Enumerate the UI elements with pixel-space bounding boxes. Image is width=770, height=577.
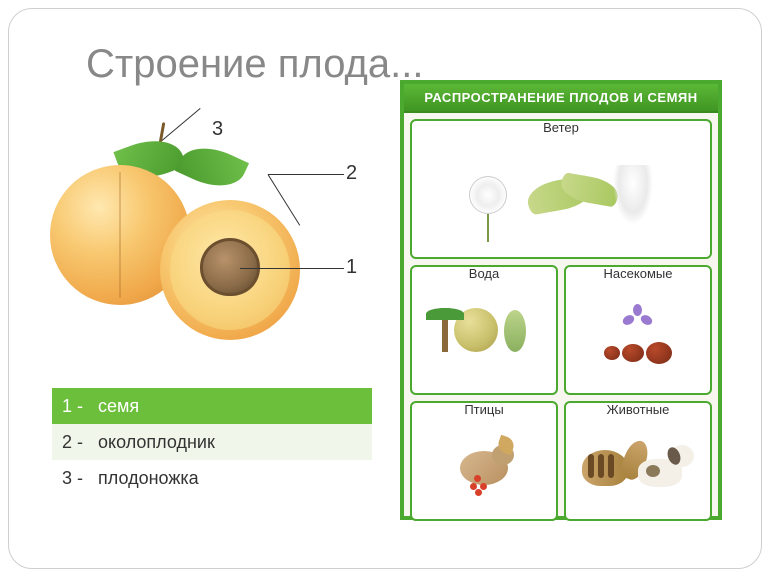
fluff-icon xyxy=(613,165,653,225)
chipmunk-icon xyxy=(582,450,628,486)
legend-num: 1 - xyxy=(62,396,98,417)
pod-icon xyxy=(504,310,526,352)
berries-icon xyxy=(470,475,492,497)
cell-label: Насекомые xyxy=(596,266,681,281)
fruit-diagram: 3 2 1 xyxy=(40,100,380,360)
legend-num: 3 - xyxy=(62,468,98,489)
pointer-line xyxy=(162,108,201,141)
seed-shape xyxy=(200,238,260,296)
cell-label: Вода xyxy=(461,266,507,281)
cell-animals: Животные xyxy=(564,401,712,521)
legend-row: 1 - семя xyxy=(52,388,372,424)
fruit-half-shape xyxy=(160,200,300,340)
cell-label: Ветер xyxy=(535,120,587,135)
legend-num: 2 - xyxy=(62,432,98,453)
bird-icon xyxy=(454,445,514,491)
dispersal-chart: РАСПРОСТРАНЕНИЕ ПЛОДОВ И СЕМЯН Ветер Вод… xyxy=(400,80,722,520)
cell-birds: Птицы xyxy=(410,401,558,521)
dog-icon xyxy=(638,445,694,491)
cell-insects: Насекомые xyxy=(564,265,712,395)
legend-text: плодоножка xyxy=(98,468,199,489)
legend-text: околоплодник xyxy=(98,432,215,453)
legend-table: 1 - семя 2 - околоплодник 3 - плодоножка xyxy=(52,388,372,496)
cell-water: Вода xyxy=(410,265,558,395)
flower-icon xyxy=(629,310,647,328)
cell-wind: Ветер xyxy=(410,119,712,259)
maple-seed-icon xyxy=(525,174,595,215)
pointer-label-3: 3 xyxy=(212,118,223,141)
legend-text: семя xyxy=(98,396,139,417)
cell-label: Животные xyxy=(599,402,678,417)
pointer-label-1: 1 xyxy=(346,256,357,279)
pointer-line xyxy=(268,174,344,175)
legend-row: 3 - плодоножка xyxy=(52,460,372,496)
page-title: Строение плода... xyxy=(86,42,423,87)
chart-grid: Ветер Вода Насекомые xyxy=(404,113,718,513)
dandelion-icon xyxy=(469,176,507,214)
ant-icon xyxy=(604,342,672,364)
pointer-label-2: 2 xyxy=(346,162,357,185)
palm-icon xyxy=(442,312,448,352)
leaf-shape xyxy=(175,136,249,197)
pointer-line xyxy=(240,268,344,269)
legend-row: 2 - околоплодник xyxy=(52,424,372,460)
cell-label: Птицы xyxy=(456,402,511,417)
chart-header: РАСПРОСТРАНЕНИЕ ПЛОДОВ И СЕМЯН xyxy=(404,84,718,113)
